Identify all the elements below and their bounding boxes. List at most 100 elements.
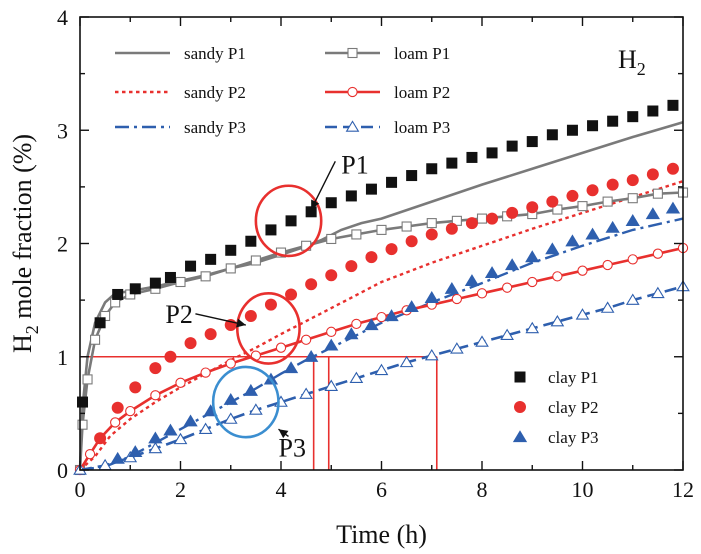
point-clay-p2-6 bbox=[204, 328, 217, 341]
legend: sandy P1 sandy P2 sandy P3 loam P1 loam P2 lo… bbox=[115, 44, 599, 447]
point-loam-p1-10 bbox=[225, 263, 236, 274]
point-clay-p3-3 bbox=[163, 423, 178, 436]
y-axis-title: H2 mole fraction (%) bbox=[8, 134, 42, 353]
point-clay-p3-11 bbox=[324, 338, 339, 351]
point-clay-p3-9 bbox=[283, 361, 299, 374]
point-clay-p2-0 bbox=[94, 432, 107, 445]
point-clay-p3-28 bbox=[665, 201, 681, 214]
legend-label-sandy-p1: sandy P1 bbox=[184, 44, 246, 63]
point-loam-p1-8 bbox=[175, 276, 186, 288]
point-loam-p3-14 bbox=[424, 348, 439, 361]
annotation-label-p3: P3 bbox=[278, 433, 305, 462]
point-clay-p2-3 bbox=[149, 362, 162, 375]
point-clay-p1-1 bbox=[94, 317, 106, 329]
point-clay-p3-21 bbox=[525, 250, 540, 263]
point-clay-p1-30 bbox=[667, 99, 679, 111]
point-loam-p3-12 bbox=[374, 363, 389, 376]
point-loam-p1-17 bbox=[401, 221, 412, 232]
point-loam-p2-1 bbox=[84, 448, 96, 460]
point-loam-p2-5 bbox=[150, 390, 161, 401]
legend-marker-loam-p1 bbox=[347, 47, 358, 59]
legend-label-loam-p2: loam P2 bbox=[394, 83, 450, 102]
point-loam-p3-20 bbox=[575, 308, 590, 320]
point-clay-p3-18 bbox=[464, 274, 480, 286]
annotation-arrowhead-p2 bbox=[236, 318, 246, 328]
point-loam-p1-15 bbox=[351, 229, 362, 240]
point-clay-p3-2 bbox=[148, 431, 163, 444]
point-loam-p1-27 bbox=[652, 188, 663, 199]
point-clay-p2-18 bbox=[445, 222, 458, 235]
point-loam-p3-11 bbox=[349, 371, 364, 384]
legend-label-clay-p3: clay P3 bbox=[548, 428, 599, 447]
point-loam-p3-13 bbox=[399, 355, 414, 368]
legend-label-clay-p2: clay P2 bbox=[548, 398, 599, 417]
point-clay-p3-20 bbox=[505, 258, 520, 271]
point-loam-p3-10 bbox=[324, 379, 339, 391]
point-clay-p2-17 bbox=[425, 228, 438, 241]
legend-marker-clay-p1 bbox=[514, 371, 526, 383]
point-clay-p1-25 bbox=[566, 124, 578, 136]
y-tick-label-1: 1 bbox=[57, 345, 68, 370]
point-loam-p3-6 bbox=[223, 412, 238, 424]
point-loam-p2-13 bbox=[351, 318, 362, 330]
point-clay-p2-27 bbox=[626, 174, 639, 187]
point-clay-p1-8 bbox=[225, 244, 237, 256]
point-loam-p3-23 bbox=[651, 286, 665, 299]
legend-label-sandy-p3: sandy P3 bbox=[184, 118, 246, 137]
point-clay-p2-20 bbox=[486, 212, 499, 225]
annotation-label-p1: P1 bbox=[341, 150, 368, 179]
legend-label-loam-p3: loam P3 bbox=[394, 118, 450, 137]
point-loam-p1-25 bbox=[602, 196, 613, 207]
point-clay-p2-28 bbox=[646, 168, 659, 181]
point-clay-p1-5 bbox=[164, 271, 176, 283]
x-tick-label-1: 2 bbox=[175, 477, 186, 502]
point-clay-p1-28 bbox=[627, 111, 639, 123]
x-tick-label-4: 8 bbox=[477, 477, 488, 502]
annotation-ellipse-p2 bbox=[235, 292, 301, 365]
point-clay-p3-1 bbox=[128, 445, 143, 457]
point-clay-p1-22 bbox=[506, 140, 518, 152]
point-clay-p3-16 bbox=[424, 291, 439, 303]
point-loam-p3-9 bbox=[299, 387, 313, 399]
point-loam-p3-5 bbox=[198, 422, 213, 434]
point-clay-p1-4 bbox=[149, 277, 161, 289]
point-clay-p3-0 bbox=[110, 451, 125, 464]
y-tick-label-0: 0 bbox=[57, 458, 68, 483]
point-clay-p2-29 bbox=[666, 162, 679, 175]
point-loam-p1-14 bbox=[326, 233, 337, 245]
point-loam-p3-7 bbox=[249, 403, 263, 415]
point-clay-p2-5 bbox=[184, 337, 197, 350]
point-clay-p1-17 bbox=[406, 170, 418, 182]
point-loam-p2-8 bbox=[225, 358, 236, 369]
y-axis-title-rest: mole fraction (%) bbox=[8, 134, 37, 325]
point-clay-p1-23 bbox=[526, 136, 538, 148]
point-clay-p2-14 bbox=[365, 251, 378, 264]
point-clay-p1-27 bbox=[607, 115, 619, 127]
point-clay-p3-15 bbox=[404, 300, 419, 313]
point-clay-p3-6 bbox=[223, 392, 238, 405]
annotation-arrowhead-p1 bbox=[311, 199, 320, 210]
x-axis-title: Time (h) bbox=[336, 520, 427, 549]
annotation-arrowhead-p3 bbox=[278, 429, 289, 439]
point-clay-p2-16 bbox=[405, 235, 418, 248]
point-clay-p2-8 bbox=[244, 309, 257, 322]
point-loam-p1-9 bbox=[200, 271, 211, 282]
point-loam-p2-4 bbox=[125, 405, 136, 417]
point-loam-p2-25 bbox=[652, 248, 664, 259]
point-loam-p1-19 bbox=[451, 215, 462, 226]
point-clay-p3-27 bbox=[645, 207, 660, 220]
point-clay-p3-7 bbox=[243, 383, 258, 396]
point-clay-p3-17 bbox=[444, 282, 459, 294]
point-clay-p1-16 bbox=[386, 176, 398, 188]
point-clay-p1-0 bbox=[77, 396, 89, 408]
point-loam-p2-22 bbox=[577, 265, 588, 276]
point-loam-p1-26 bbox=[627, 193, 638, 204]
point-clay-p2-21 bbox=[506, 206, 519, 219]
point-clay-p1-24 bbox=[546, 129, 558, 141]
point-loam-p2-23 bbox=[602, 259, 613, 271]
annotation-ellipse-p1 bbox=[254, 184, 323, 258]
point-clay-p1-10 bbox=[265, 224, 277, 236]
annotations: P1 P2 P3 bbox=[165, 150, 368, 462]
point-clay-p2-2 bbox=[129, 381, 142, 394]
